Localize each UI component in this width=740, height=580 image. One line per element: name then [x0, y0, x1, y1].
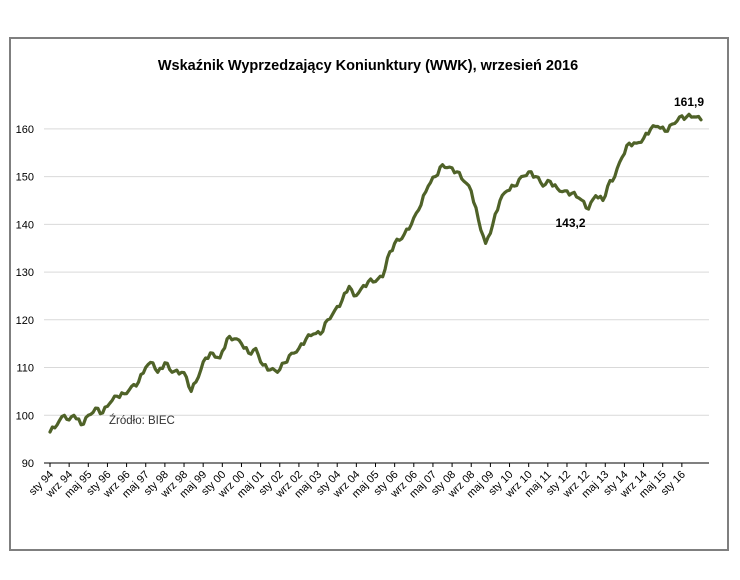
- annotation-label: 143,2: [555, 216, 585, 230]
- y-tick-label: 120: [16, 315, 34, 327]
- chart-svg: Wskaźnik Wyprzedzający Koniunktury (WWK)…: [16, 58, 709, 501]
- y-tick-label: 160: [16, 124, 34, 136]
- y-tick-label: 100: [16, 410, 34, 422]
- y-tick-label: 150: [16, 172, 34, 184]
- line-layer: [48, 112, 703, 434]
- annotation-label: 161,9: [674, 95, 704, 109]
- chart-frame: Wskaźnik Wyprzedzający Koniunktury (WWK)…: [9, 37, 729, 551]
- y-tick-label: 90: [22, 458, 34, 470]
- y-tick-label: 140: [16, 219, 34, 231]
- y-tick-label: 130: [16, 267, 34, 279]
- series-line: [48, 112, 703, 434]
- label-layer: Źródło: BIEC 143,2 161,9: [109, 95, 704, 427]
- chart-title: Wskaźnik Wyprzedzający Koniunktury (WWK)…: [158, 58, 578, 74]
- source-note: Źródło: BIEC: [109, 414, 175, 427]
- y-tick-label: 110: [16, 363, 34, 375]
